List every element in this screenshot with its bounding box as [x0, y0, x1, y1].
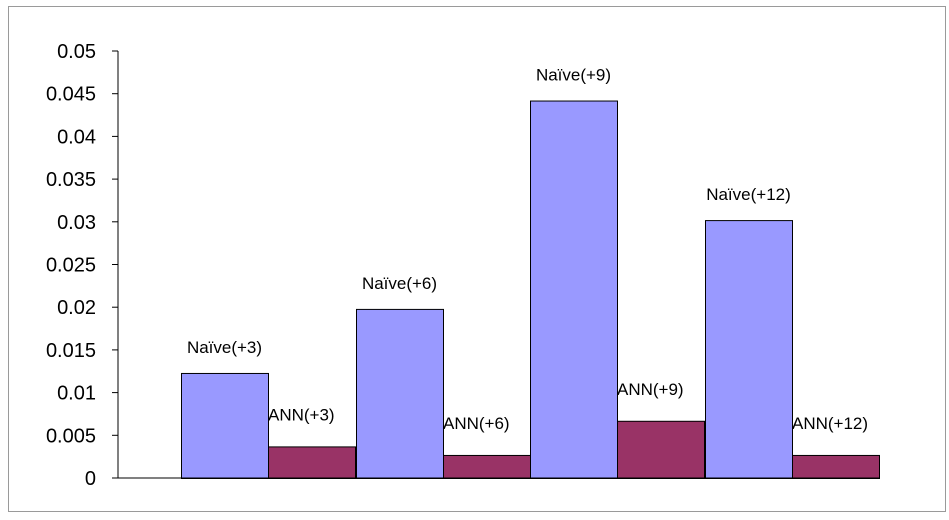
- y-tick-label: 0.03: [57, 212, 96, 234]
- ann-bar-plus6: [443, 454, 531, 479]
- y-tick-label: 0.005: [46, 425, 96, 447]
- ann-bar-plus9: [617, 420, 705, 480]
- naive-label-plus12: Naïve(+12): [706, 185, 791, 204]
- ann-label-plus12: ANN(+12): [792, 414, 868, 433]
- y-axis: 0 0.005 0.01 0.015 0.02 0.025 0.03 0.035 0.04 0.0…: [46, 41, 119, 490]
- y-tick-label: 0: [85, 468, 96, 490]
- naive-label-plus9: Naïve(+9): [536, 66, 611, 85]
- y-tick-label: 0.01: [57, 383, 96, 405]
- y-tick-label: 0.05: [57, 41, 96, 63]
- ann-label-plus9: ANN(+9): [617, 380, 684, 399]
- naive-bar-plus6: [356, 308, 444, 479]
- naive-bar-plus12: [705, 220, 793, 479]
- naive-label-plus3: Naïve(+3): [187, 338, 262, 357]
- y-tick-label: 0.025: [46, 255, 96, 277]
- naive-label-plus6: Naïve(+6): [362, 274, 437, 293]
- ann-label-plus3: ANN(+3): [268, 405, 335, 424]
- naive-bar-plus9: [530, 100, 618, 479]
- ann-bar-plus12: [792, 454, 880, 479]
- y-tick-label: 0.015: [46, 340, 96, 362]
- y-tick-label: 0.045: [46, 84, 96, 106]
- y-tick-label: 0.035: [46, 169, 96, 191]
- y-tick-label: 0.02: [57, 297, 96, 319]
- data-labels: Naïve(+3) ANN(+3) Naïve(+6) ANN(+6) Naïve(+9…: [187, 66, 868, 433]
- naive-bar-plus3: [181, 372, 269, 480]
- y-tick-label: 0.04: [57, 126, 96, 148]
- ann-label-plus6: ANN(+6): [443, 414, 510, 433]
- bars: [181, 100, 880, 480]
- ann-bar-plus3: [268, 446, 356, 480]
